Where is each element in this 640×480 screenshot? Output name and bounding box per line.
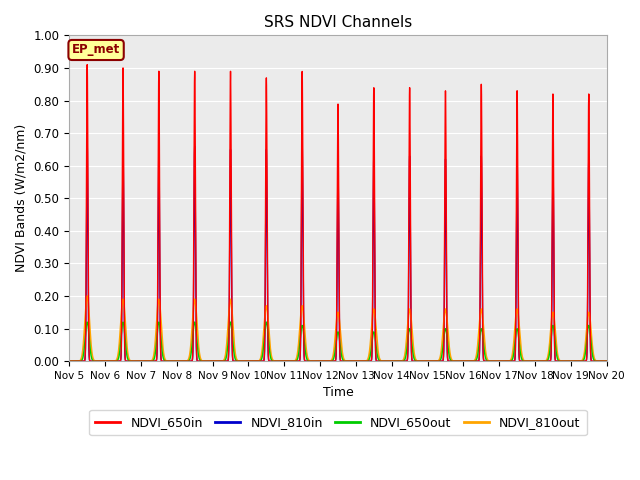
Title: SRS NDVI Channels: SRS NDVI Channels xyxy=(264,15,412,30)
Legend: NDVI_650in, NDVI_810in, NDVI_650out, NDVI_810out: NDVI_650in, NDVI_810in, NDVI_650out, NDV… xyxy=(89,410,587,435)
Y-axis label: NDVI Bands (W/m2/nm): NDVI Bands (W/m2/nm) xyxy=(15,124,28,272)
Text: EP_met: EP_met xyxy=(72,44,120,57)
X-axis label: Time: Time xyxy=(323,386,353,399)
